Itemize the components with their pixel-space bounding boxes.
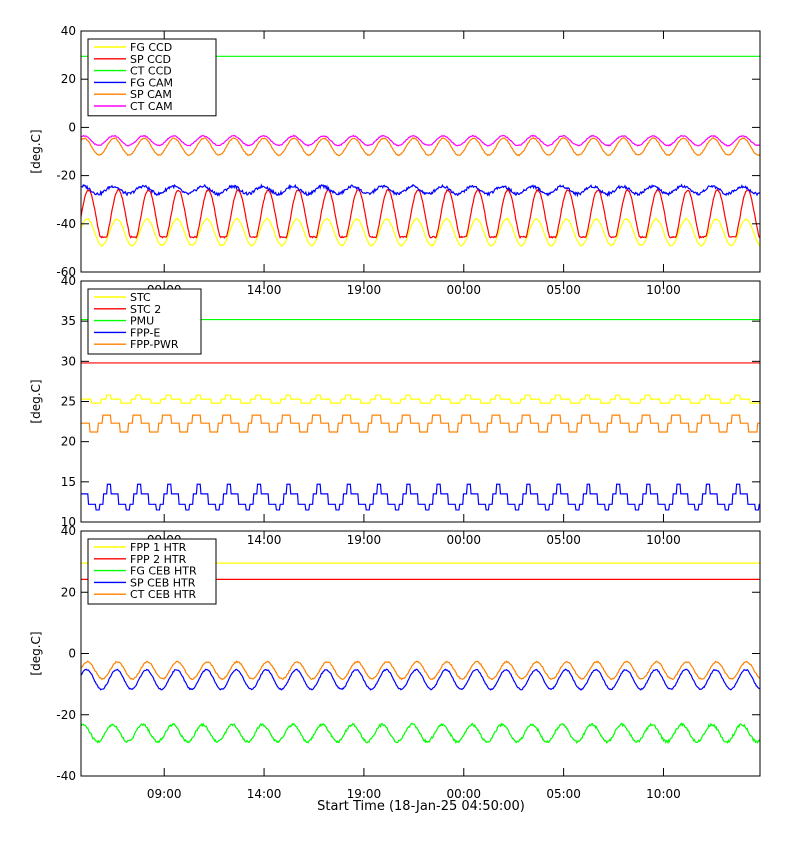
legend-label: CT CCD <box>130 65 172 78</box>
legend-label: FG CEB HTR <box>130 565 197 578</box>
series-line-ct-cam <box>81 134 760 147</box>
x-tick-label: 10:00 <box>646 283 681 297</box>
series-line-fpp-e <box>81 483 760 511</box>
series-line-stc <box>81 394 760 404</box>
legend-label: FG CCD <box>130 41 172 54</box>
y-tick-label: 30 <box>61 354 76 368</box>
x-tick-label: 05:00 <box>546 283 581 297</box>
x-tick-label: 14:00 <box>247 283 282 297</box>
y-tick-label: 25 <box>61 395 76 409</box>
legend-box <box>87 288 202 355</box>
x-tick-label: 19:00 <box>347 787 382 801</box>
y-tick-label: 40 <box>61 24 76 38</box>
y-axis-label: [deg.C] <box>29 129 43 173</box>
y-tick-label: 0 <box>68 647 76 661</box>
series-line-fpp-pwr <box>81 414 760 433</box>
legend-label: PMU <box>130 315 154 328</box>
y-tick-label: 35 <box>61 314 76 328</box>
y-tick-label: -60 <box>56 265 76 279</box>
chart-panels: 40 20 0 -20 -40 -60 09:00 14:00 19:00 00:00 05:00 1… <box>29 24 761 801</box>
legend-box <box>87 538 217 605</box>
y-tick-label: 20 <box>61 435 76 449</box>
y-axis-label: [deg.C] <box>29 631 43 675</box>
y-tick-label: 15 <box>61 475 76 489</box>
legend-label: SP CEB HTR <box>130 576 196 589</box>
y-tick-label: 20 <box>61 72 76 86</box>
legend-label: STC 2 <box>130 303 161 316</box>
series-line-fg-ccd <box>81 217 760 247</box>
y-tick-label: 40 <box>61 274 76 288</box>
legend-label: FPP 1 HTR <box>130 541 187 554</box>
x-tick-label: 19:00 <box>347 283 382 297</box>
x-tick-label: 00:00 <box>446 787 481 801</box>
y-axis-label: [deg.C] <box>29 379 43 423</box>
legend-label: STC <box>130 291 151 304</box>
x-tick-label: 14:00 <box>247 533 282 547</box>
series-line-sp-ccd <box>81 188 760 240</box>
series-line-fg-cam <box>81 183 760 198</box>
legend-label: FPP-E <box>130 326 160 339</box>
y-tick-label: 0 <box>68 120 76 134</box>
legend-box <box>87 38 217 117</box>
legend-label: SP CCD <box>130 53 171 66</box>
legend-label: CT CEB HTR <box>130 588 197 601</box>
series-line-sp-ceb-htr <box>81 668 760 691</box>
series-line-ct-ceb-htr <box>81 660 760 681</box>
legend-label: FG CAM <box>130 76 173 89</box>
panel-1: 40200-20-40-6009:0014:0019:0000:0005:001… <box>29 24 761 297</box>
legend-label: CT CAM <box>130 100 173 113</box>
series-line-fg-ceb-htr <box>81 722 760 745</box>
y-tick-label: -20 <box>56 169 76 183</box>
legend-label: SP CAM <box>130 88 172 101</box>
x-tick-label: 10:00 <box>646 787 681 801</box>
x-axis-title: Start Time (18-Jan-25 04:50:00) <box>317 799 525 814</box>
x-tick-label: 19:00 <box>347 533 382 547</box>
y-tick-label: -40 <box>56 217 76 231</box>
x-tick-label: 10:00 <box>646 533 681 547</box>
y-tick-label: 20 <box>61 585 76 599</box>
y-tick-label: -40 <box>56 769 76 783</box>
y-tick-label: 40 <box>61 524 76 538</box>
series-group <box>81 562 760 745</box>
x-tick-label: 00:00 <box>446 533 481 547</box>
x-tick-label: 14:00 <box>247 787 282 801</box>
legend-label: FPP-PWR <box>130 338 179 351</box>
panel-3: 40 20 0 -20 -40 09:00 14:00 19:00 00:00 05:00 10:0… <box>29 524 761 801</box>
x-tick-label: 00:00 <box>446 283 481 297</box>
x-tick-label: 05:00 <box>546 787 581 801</box>
y-tick-label: 10 <box>61 515 76 529</box>
legend-label: FPP 2 HTR <box>130 553 187 566</box>
y-tick-label: -20 <box>56 708 76 722</box>
series-line-sp-cam <box>81 137 760 157</box>
x-tick-label: 09:00 <box>147 787 182 801</box>
x-tick-label: 05:00 <box>546 533 581 547</box>
plot-frame <box>80 30 761 273</box>
panel-2: 4035302520151009:0014:0019:0000:0005:001… <box>29 274 761 547</box>
